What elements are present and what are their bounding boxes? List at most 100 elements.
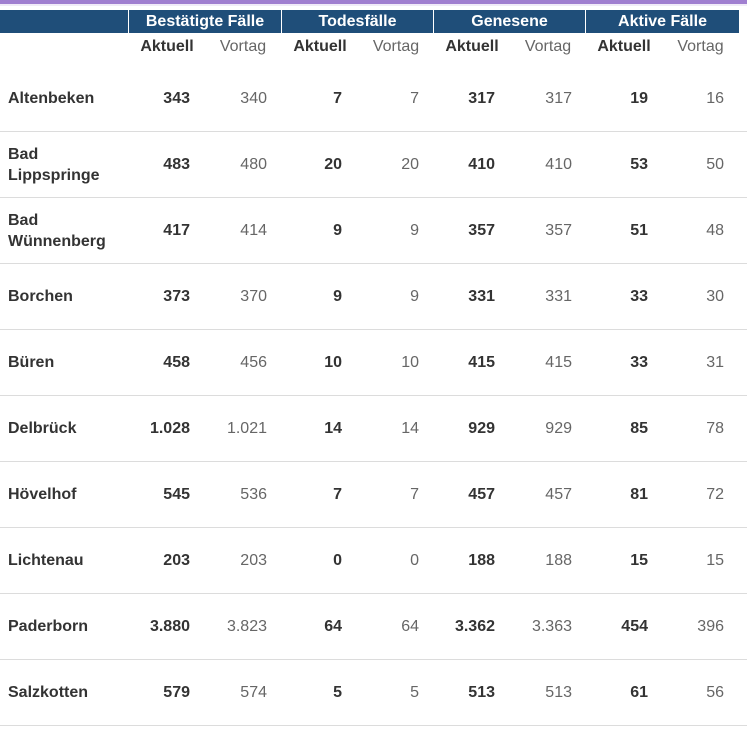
cell-recovered-current: 410 xyxy=(468,155,495,173)
cell-active-previous: 56 xyxy=(706,683,724,701)
cell-confirmed-previous: 203 xyxy=(240,551,267,569)
table-row: Bad Wünnenberg 417 414 9 9 357 357 51 48 xyxy=(0,198,747,264)
row-divider xyxy=(0,461,747,462)
row-divider xyxy=(0,263,747,264)
cell-confirmed-current: 373 xyxy=(163,287,190,305)
top-accent-bar xyxy=(0,0,747,4)
cell-recovered-previous: 513 xyxy=(545,683,572,701)
municipality-name: Bad Lippspringe xyxy=(8,145,100,184)
header-deaths: Todesfälle xyxy=(282,10,433,33)
table-row: Delbrück 1.028 1.021 14 14 929 929 85 78 xyxy=(0,396,747,462)
subheader-previous: Vortag xyxy=(372,38,420,55)
row-divider xyxy=(0,131,747,132)
cell-active-previous: 50 xyxy=(706,155,724,173)
cell-active-current: 15 xyxy=(630,551,648,569)
cell-active-previous: 30 xyxy=(706,287,724,305)
cell-active-current: 81 xyxy=(630,485,648,503)
cell-confirmed-previous: 3.823 xyxy=(226,617,267,635)
row-divider xyxy=(0,725,747,726)
table-row: Paderborn 3.880 3.823 64 64 3.362 3.363 454 396 xyxy=(0,594,747,660)
cell-confirmed-previous: 574 xyxy=(240,683,267,701)
cell-deaths-previous: 9 xyxy=(410,221,419,239)
cell-recovered-previous: 3.363 xyxy=(531,617,572,635)
cell-active-current: 33 xyxy=(630,287,648,305)
cell-active-previous: 72 xyxy=(706,485,724,503)
cell-active-previous: 16 xyxy=(706,89,724,107)
cell-recovered-current: 3.362 xyxy=(454,617,495,635)
subheader-current: Aktuell xyxy=(445,38,499,55)
row-divider xyxy=(0,197,747,198)
cell-deaths-previous: 14 xyxy=(401,419,419,437)
cell-confirmed-previous: 414 xyxy=(240,221,267,239)
cell-confirmed-current: 3.880 xyxy=(149,617,190,635)
row-divider xyxy=(0,659,747,660)
cell-recovered-current: 317 xyxy=(468,89,495,107)
header-recovered: Genesene xyxy=(434,10,585,33)
municipality-name: Paderborn xyxy=(8,618,89,635)
subheader-previous: Vortag xyxy=(524,38,572,55)
cell-deaths-previous: 64 xyxy=(401,617,419,635)
cell-recovered-previous: 929 xyxy=(545,419,572,437)
cell-deaths-current: 0 xyxy=(333,551,342,569)
cell-deaths-previous: 10 xyxy=(401,353,419,371)
table-row: Altenbeken 343 340 7 7 317 317 19 16 xyxy=(0,66,747,132)
cell-deaths-current: 20 xyxy=(324,155,342,173)
cell-deaths-current: 10 xyxy=(324,353,342,371)
cell-deaths-current: 64 xyxy=(324,617,342,635)
cell-deaths-current: 7 xyxy=(333,485,342,503)
cell-confirmed-current: 343 xyxy=(163,89,190,107)
cell-confirmed-current: 545 xyxy=(163,485,190,503)
table-row: Bad Lippspringe 483 480 20 20 410 410 53 50 xyxy=(0,132,747,198)
cell-active-previous: 78 xyxy=(706,419,724,437)
municipality-name: Büren xyxy=(8,354,55,371)
table-row: Lichtenau 203 203 0 0 188 188 15 15 xyxy=(0,528,747,594)
table-row: Hövelhof 545 536 7 7 457 457 81 72 xyxy=(0,462,747,528)
cell-deaths-current: 5 xyxy=(333,683,342,701)
subheader-previous: Vortag xyxy=(677,38,724,55)
cell-recovered-previous: 357 xyxy=(545,221,572,239)
subheader-current: Aktuell xyxy=(597,38,651,55)
cell-confirmed-previous: 340 xyxy=(240,89,267,107)
cell-deaths-current: 14 xyxy=(324,419,342,437)
cell-confirmed-current: 483 xyxy=(163,155,190,173)
cell-active-current: 33 xyxy=(630,353,648,371)
cell-confirmed-current: 417 xyxy=(163,221,190,239)
cell-active-current: 85 xyxy=(630,419,648,437)
cell-deaths-current: 9 xyxy=(333,287,342,305)
cell-active-previous: 396 xyxy=(697,617,724,635)
cell-recovered-previous: 415 xyxy=(545,353,572,371)
cell-active-current: 53 xyxy=(630,155,648,173)
cell-confirmed-current: 579 xyxy=(163,683,190,701)
cell-recovered-previous: 331 xyxy=(545,287,572,305)
row-divider xyxy=(0,395,747,396)
row-divider xyxy=(0,527,747,528)
cell-recovered-current: 188 xyxy=(468,551,495,569)
cell-active-current: 454 xyxy=(621,617,648,635)
cell-confirmed-previous: 536 xyxy=(240,485,267,503)
cell-recovered-current: 513 xyxy=(468,683,495,701)
row-divider xyxy=(0,329,747,330)
cell-active-previous: 48 xyxy=(706,221,724,239)
cell-recovered-current: 357 xyxy=(468,221,495,239)
cell-recovered-previous: 188 xyxy=(545,551,572,569)
municipality-name: Borchen xyxy=(8,288,73,305)
header-blank xyxy=(0,10,128,33)
header-confirmed: Bestätigte Fälle xyxy=(129,10,281,33)
subheader-current: Aktuell xyxy=(293,38,347,55)
header-active: Aktive Fälle xyxy=(586,10,739,33)
municipality-name: Lichtenau xyxy=(8,552,84,569)
cell-confirmed-current: 203 xyxy=(163,551,190,569)
table-row: Borchen 373 370 9 9 331 331 33 30 xyxy=(0,264,747,330)
table-row: Büren 458 456 10 10 415 415 33 31 xyxy=(0,330,747,396)
table-row: Salzkotten 579 574 5 5 513 513 61 56 xyxy=(0,660,747,726)
cell-active-current: 19 xyxy=(630,89,648,107)
cell-active-current: 51 xyxy=(630,221,648,239)
municipality-name: Delbrück xyxy=(8,420,77,437)
cell-confirmed-current: 458 xyxy=(163,353,190,371)
cell-recovered-previous: 457 xyxy=(545,485,572,503)
cell-deaths-previous: 20 xyxy=(401,155,419,173)
cell-deaths-current: 7 xyxy=(333,89,342,107)
row-divider xyxy=(0,593,747,594)
municipality-name: Bad Wünnenberg xyxy=(8,211,106,250)
cell-recovered-current: 331 xyxy=(468,287,495,305)
